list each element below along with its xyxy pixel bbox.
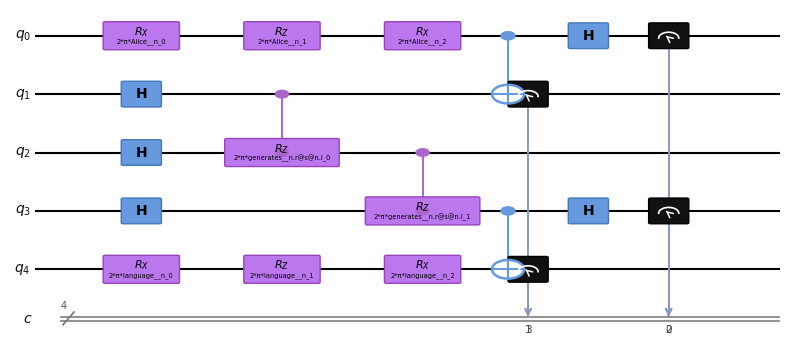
FancyBboxPatch shape [103,22,179,50]
FancyBboxPatch shape [385,22,461,50]
FancyBboxPatch shape [103,255,179,283]
Text: $R_Z$: $R_Z$ [274,142,290,156]
Text: 2: 2 [666,325,672,335]
Text: $q_3$: $q_3$ [14,203,31,218]
Text: $R_Z$: $R_Z$ [415,200,430,214]
Circle shape [275,90,289,98]
FancyBboxPatch shape [385,255,461,283]
Text: H: H [135,145,147,159]
Text: $R_Z$: $R_Z$ [274,259,290,272]
Text: 2*π*Alice__n_0: 2*π*Alice__n_0 [117,38,166,45]
Text: $q_4$: $q_4$ [14,262,31,277]
FancyBboxPatch shape [568,198,609,224]
Text: $R_X$: $R_X$ [134,259,149,272]
Text: H: H [135,87,147,101]
Circle shape [416,149,429,156]
Text: $R_Z$: $R_Z$ [274,25,290,39]
FancyBboxPatch shape [649,198,689,224]
Text: c: c [23,312,31,326]
FancyBboxPatch shape [122,198,162,224]
Text: $R_X$: $R_X$ [134,25,149,39]
Circle shape [492,260,524,279]
Text: $R_X$: $R_X$ [415,25,430,39]
FancyBboxPatch shape [244,255,320,283]
Circle shape [416,207,429,215]
FancyBboxPatch shape [244,22,320,50]
FancyBboxPatch shape [122,140,162,165]
Text: 2*π*language__n_0: 2*π*language__n_0 [109,272,174,279]
Text: H: H [582,29,594,43]
Text: 2*π*language__n_2: 2*π*language__n_2 [390,272,455,279]
Text: 2*π*language__n_1: 2*π*language__n_1 [250,272,314,279]
Text: H: H [582,204,594,218]
Text: 4: 4 [61,301,67,311]
Circle shape [275,149,289,156]
FancyBboxPatch shape [122,81,162,107]
FancyBboxPatch shape [225,139,339,167]
Text: 1: 1 [525,325,531,335]
FancyBboxPatch shape [508,257,548,282]
Text: 3: 3 [525,325,531,335]
Text: 2*π*Alice__n_1: 2*π*Alice__n_1 [258,38,306,45]
FancyBboxPatch shape [508,81,548,107]
Text: 2*π*generates__n.r@s@n.l_1: 2*π*generates__n.r@s@n.l_1 [374,213,471,221]
Text: 2*π*Alice__n_2: 2*π*Alice__n_2 [398,38,447,45]
Text: $q_2$: $q_2$ [15,145,31,160]
Text: $R_X$: $R_X$ [415,259,430,272]
Circle shape [501,32,515,40]
FancyBboxPatch shape [366,197,480,225]
Circle shape [492,85,524,104]
Text: 2*π*generates__n.r@s@n.l_0: 2*π*generates__n.r@s@n.l_0 [234,155,330,162]
Text: H: H [135,204,147,218]
Text: 0: 0 [666,325,672,335]
Text: $q_0$: $q_0$ [14,28,31,43]
FancyBboxPatch shape [649,23,689,49]
Text: $q_1$: $q_1$ [14,87,31,102]
Circle shape [501,207,515,215]
FancyBboxPatch shape [568,23,609,49]
